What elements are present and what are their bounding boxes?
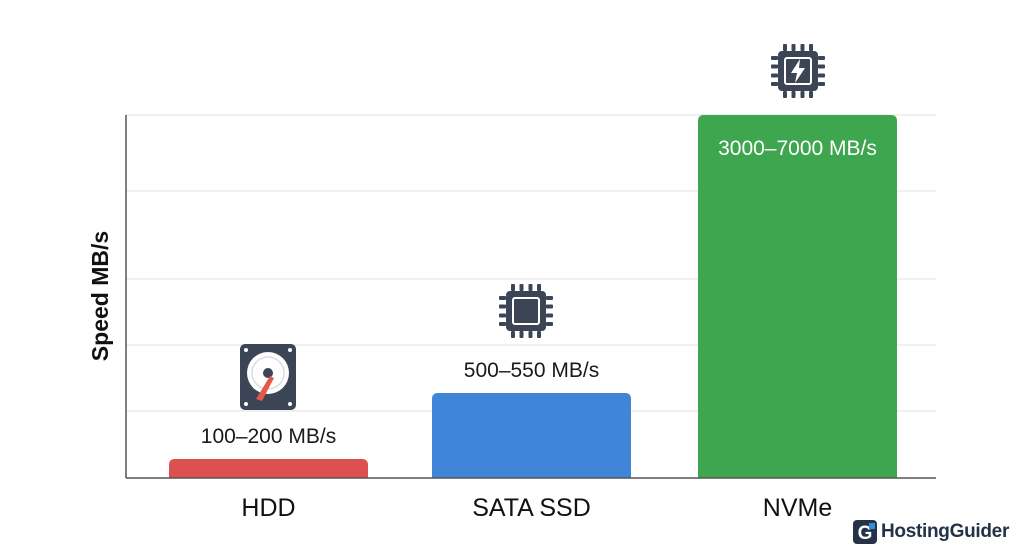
bar-nvme <box>698 115 897 478</box>
category-label-nvme: NVMe <box>763 494 832 522</box>
logo-wordmark: HostingGuider <box>881 521 1010 542</box>
bar-sata-ssd <box>432 393 631 478</box>
logo-g-icon: G <box>853 520 877 544</box>
value-label-hdd: 100–200 MB/s <box>201 425 336 448</box>
chip-lightning-icon <box>771 44 825 98</box>
labels: 100–200 MB/s HDD 500–550 MB/s SATA SSD 3000–… <box>201 137 877 522</box>
bar-hdd <box>169 459 368 478</box>
bar-icons <box>240 44 825 410</box>
chip-icon <box>499 284 553 338</box>
category-label-hdd: HDD <box>241 494 295 522</box>
bars <box>169 115 897 478</box>
hard-drive-icon <box>240 344 296 410</box>
hostingguider-logo: G HostingGuider <box>852 517 1009 547</box>
category-label-sata-ssd: SATA SSD <box>472 494 591 522</box>
value-label-sata-ssd: 500–550 MB/s <box>464 359 599 382</box>
logo-mark-letter: G <box>858 523 873 544</box>
value-label-nvme: 3000–7000 MB/s <box>718 137 877 160</box>
y-axis-title: Speed MB/s <box>87 231 113 361</box>
